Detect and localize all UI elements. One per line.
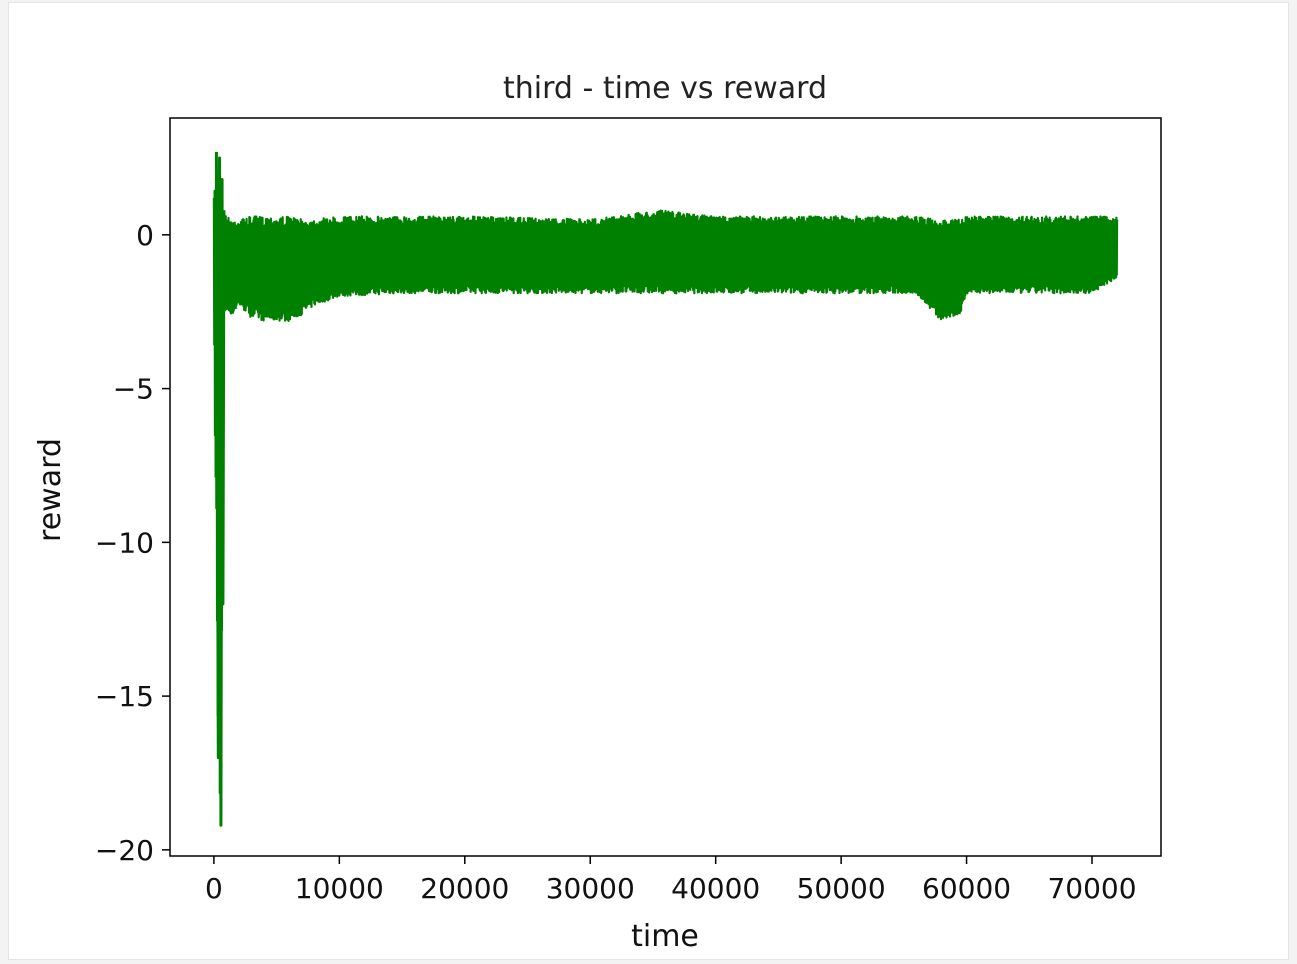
x-tick-label: 70000	[1047, 872, 1136, 905]
x-axis: 0 10000 20000 30000 40000 50000 60000 70000	[205, 856, 1137, 905]
reward-series-line	[212, 178, 1119, 795]
x-tick-label: 50000	[797, 872, 886, 905]
x-tick-label: 0	[205, 872, 223, 905]
y-axis-label: reward	[33, 438, 68, 542]
axes-frame	[169, 117, 1162, 857]
y-tick-label: −20	[95, 834, 154, 867]
x-axis-label: time	[631, 919, 699, 954]
x-tick-label: 60000	[922, 872, 1011, 905]
x-tick-label: 40000	[671, 872, 760, 905]
x-tick-label: 30000	[546, 872, 635, 905]
chart-title: third - time vs reward	[503, 71, 827, 106]
y-tick-label: −10	[95, 526, 154, 559]
x-tick-label: 20000	[420, 872, 509, 905]
y-tick-label: 0	[136, 219, 154, 252]
y-axis: 0 −5 −10 −15 −20	[95, 219, 170, 867]
x-tick-label: 10000	[295, 872, 384, 905]
plot-area	[212, 151, 1119, 827]
reward-series-spike	[214, 151, 226, 827]
y-tick-label: −15	[95, 680, 154, 713]
y-tick-label: −5	[113, 373, 154, 406]
